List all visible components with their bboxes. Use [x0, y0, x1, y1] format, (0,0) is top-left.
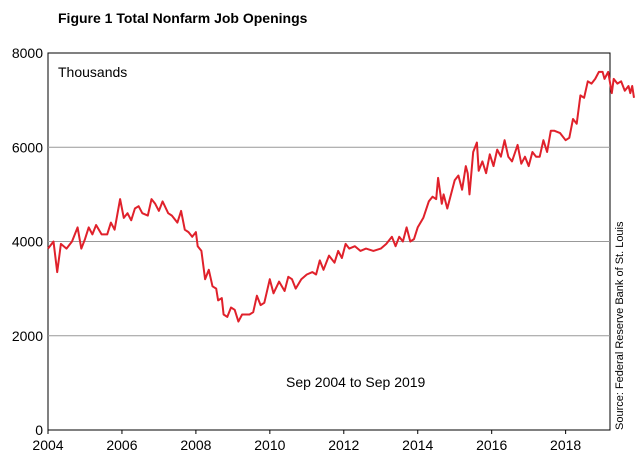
x-tick-label: 2012 [328, 437, 359, 453]
unit-label: Thousands [58, 64, 127, 80]
gridlines [47, 52, 611, 431]
x-tick-label: 2014 [402, 437, 433, 453]
y-axis-ticks: 0 2000 4000 6000 8000 [12, 45, 43, 438]
x-tick-label: 2008 [180, 437, 211, 453]
x-tick-label: 2010 [254, 437, 285, 453]
source-note-container: Source: Federal Reserve Bank of St. Loui… [614, 220, 626, 431]
x-tick-label: 2006 [106, 437, 137, 453]
source-note: Source: Federal Reserve Bank of St. Loui… [614, 221, 626, 431]
y-tick-label: 4000 [12, 234, 43, 250]
x-axis-ticks: 2004 2006 2008 2010 2012 2014 2016 2018 [32, 430, 581, 453]
y-tick-label: 6000 [12, 139, 43, 155]
y-tick-label: 0 [35, 422, 43, 438]
date-range-annotation: Sep 2004 to Sep 2019 [286, 374, 426, 390]
x-tick-label: 2016 [476, 437, 507, 453]
y-tick-label: 8000 [12, 45, 43, 61]
y-tick-label: 2000 [12, 328, 43, 344]
x-tick-label: 2004 [32, 437, 63, 453]
chart-title: Figure 1 Total Nonfarm Job Openings [58, 10, 308, 26]
x-tick-label: 2018 [550, 437, 581, 453]
series-line [47, 70, 635, 323]
